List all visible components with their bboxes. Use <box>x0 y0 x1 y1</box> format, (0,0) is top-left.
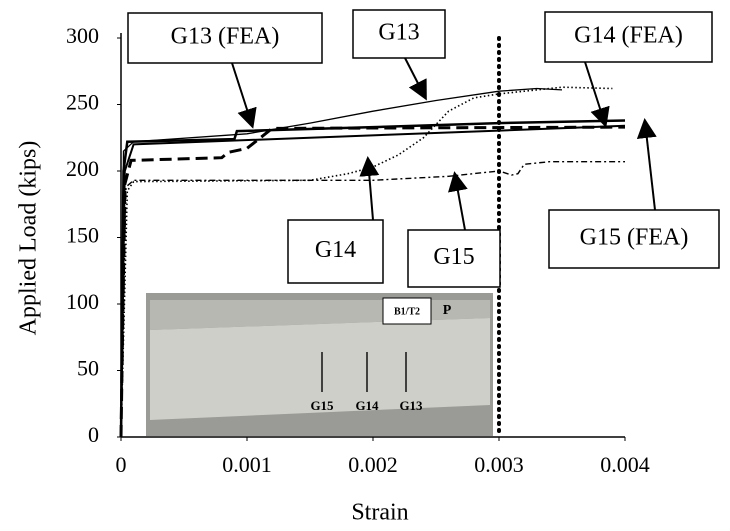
callout-label: G15 <box>433 244 474 270</box>
callout-arrow <box>585 62 605 124</box>
y-tick-label: 250 <box>66 90 99 115</box>
y-tick-label: 150 <box>66 223 99 248</box>
chart: Strain Applied Load (kips) 0 50 100 150 200 2… <box>0 0 730 531</box>
y-tick-label: 100 <box>66 289 99 314</box>
inset-label: B1/T2 <box>394 306 420 317</box>
callout-label: G13 (FEA) <box>171 24 280 50</box>
y-tick-label: 200 <box>66 156 99 181</box>
inset-label: G15 <box>310 398 334 413</box>
callout-label: G14 <box>315 237 356 263</box>
callout-arrow <box>455 175 465 230</box>
callout-arrow <box>368 160 373 220</box>
y-tick-label: 300 <box>66 23 99 48</box>
inset-label: G14 <box>355 398 379 413</box>
x-tick-label: 0 <box>116 452 127 477</box>
x-tick-label: 0.001 <box>222 452 272 477</box>
y-tick-label: 0 <box>88 422 99 447</box>
x-tick-label: 0.002 <box>348 452 398 477</box>
inset-label: P <box>443 303 452 318</box>
x-tick-label: 0.003 <box>474 452 524 477</box>
x-axis-title: Strain <box>351 500 408 526</box>
inset-label: G13 <box>399 398 423 413</box>
y-tick-label: 50 <box>77 356 99 381</box>
callout-label: G14 (FEA) <box>574 23 683 49</box>
callout-arrow <box>405 58 425 97</box>
x-tick-label: 0.004 <box>600 452 650 477</box>
y-axis-title: Applied Load (kips) <box>16 141 42 336</box>
callout-label: G15 (FEA) <box>580 225 689 251</box>
callout-label: G13 <box>378 20 419 46</box>
callout-arrow <box>645 122 655 210</box>
callout-arrow <box>232 63 252 125</box>
